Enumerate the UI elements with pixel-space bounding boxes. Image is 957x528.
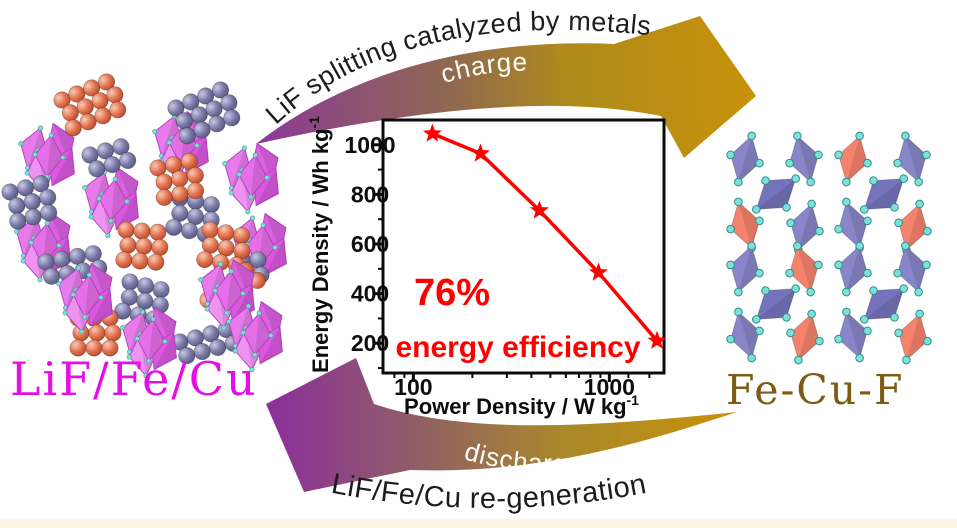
efficiency-label: energy efficiency (395, 331, 640, 364)
x-tick-label: 1000 (584, 374, 635, 400)
data-point-star (589, 262, 608, 281)
y-tick-label: 800 (351, 181, 389, 207)
data-point-star (647, 330, 667, 349)
data-point-star (471, 143, 490, 162)
y-tick-label: 400 (351, 281, 389, 307)
lif-fe-cu-structure (1, 73, 287, 379)
y-tick-label: 1000 (344, 132, 395, 158)
data-point-star (422, 123, 442, 142)
x-axis-label: Power Density / W kg-1 (404, 392, 639, 419)
fe-cu-f-structure (726, 131, 932, 365)
right-structure-label: Fe-Cu-F (726, 366, 905, 414)
discharge-arrow (266, 358, 737, 492)
bottom-strip (0, 519, 957, 528)
left-structure-label: LiF/Fe/Cu (10, 352, 258, 406)
plot-frame (381, 118, 666, 375)
data-point-star (530, 200, 549, 219)
x-tick-label: 100 (394, 374, 432, 400)
y-axis-label: Energy Density / Wh kg-1 (306, 116, 333, 373)
charge-arrow (256, 16, 756, 158)
y-tick-label: 200 (351, 330, 389, 356)
energy-power-chart: 100 1000 200 400 600 800 1000 76% energy efficie… (306, 116, 667, 419)
y-tick-label: 600 (351, 231, 389, 257)
efficiency-value: 76% (414, 272, 490, 314)
